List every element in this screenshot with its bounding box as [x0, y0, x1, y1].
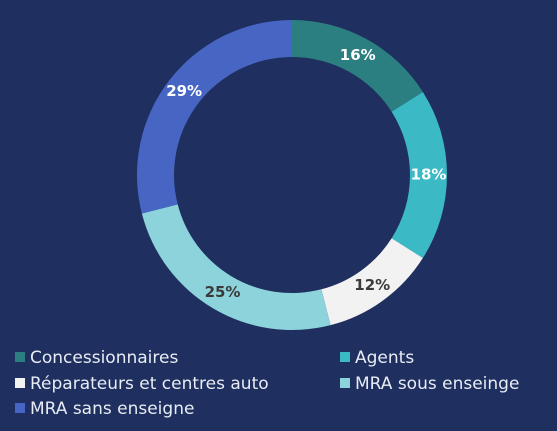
slice-label: 25% — [205, 283, 241, 301]
legend-swatch — [340, 378, 350, 388]
slice — [137, 20, 292, 214]
legend-swatch — [340, 352, 350, 362]
slice-label: 18% — [411, 166, 447, 184]
legend-swatch — [15, 403, 25, 413]
slice-label: 16% — [340, 46, 376, 64]
legend-label: Agents — [355, 348, 414, 368]
legend-label: Concessionnaires — [30, 348, 178, 368]
legend-swatch — [15, 352, 25, 362]
legend-swatch — [15, 378, 25, 388]
slice — [321, 238, 423, 326]
slice-label: 12% — [354, 276, 390, 294]
legend-label: MRA sans enseigne — [30, 399, 194, 419]
slice-label: 29% — [166, 82, 202, 100]
legend-label: Réparateurs et centres auto — [30, 374, 269, 394]
slice — [141, 204, 331, 330]
slice — [391, 91, 447, 259]
slice — [292, 20, 423, 112]
legend-label: MRA sous enseinge — [355, 374, 519, 394]
